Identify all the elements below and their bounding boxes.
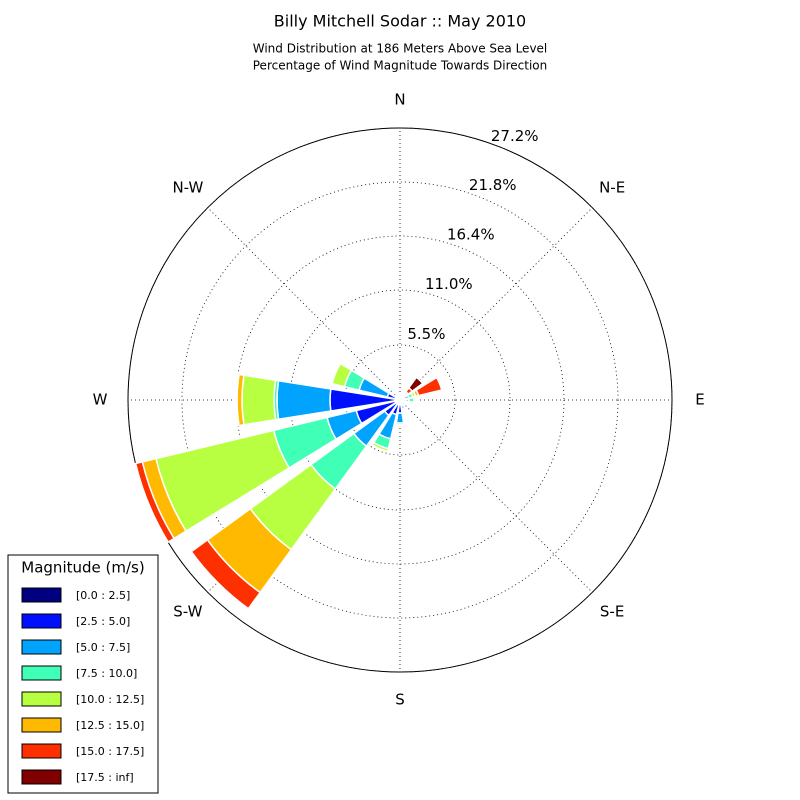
legend-swatch <box>21 743 62 759</box>
r-tick-label: 5.5% <box>407 325 445 343</box>
radial-grid-line <box>181 181 619 619</box>
legend-title: Magnitude (m/s) <box>21 559 144 577</box>
wedge-segment <box>276 379 332 421</box>
wedge-segment <box>190 551 249 610</box>
wedge-segment <box>407 376 424 393</box>
radial-grid-line <box>235 235 565 565</box>
wedge-segment <box>404 401 407 404</box>
wedge-segment <box>241 374 277 426</box>
angular-grid-line <box>207 207 401 401</box>
r-tick-label: 27.2% <box>491 127 539 145</box>
legend-label: [17.5 : inf] <box>76 771 134 784</box>
wedge-segment <box>391 391 395 395</box>
wedge-segment <box>235 374 239 426</box>
chart-title: Billy Mitchell Sodar :: May 2010 <box>274 12 526 31</box>
legend-label: [7.5 : 10.0] <box>76 667 137 680</box>
legend-label: [2.5 : 5.0] <box>76 615 130 628</box>
direction-label: S-E <box>600 603 624 621</box>
radial-grid-line <box>127 127 673 673</box>
chart-subtitle: Wind Distribution at 186 Meters Above Se… <box>253 42 548 56</box>
legend-label: [0.0 : 2.5] <box>76 589 130 602</box>
direction-label: N-E <box>599 178 625 196</box>
wedge-segment <box>395 411 405 424</box>
wedge-segment <box>371 444 388 453</box>
r-tick-label: 21.8% <box>469 176 517 194</box>
legend-swatch <box>21 613 62 629</box>
angular-grid-line <box>399 207 593 401</box>
direction-label: S-W <box>173 603 202 621</box>
direction-label: E <box>695 391 704 409</box>
legend-label: [10.0 : 12.5] <box>76 693 144 706</box>
direction-label: N <box>394 91 405 109</box>
r-tick-label: 16.4% <box>447 226 495 244</box>
legend-swatch <box>21 769 62 785</box>
angular-grid-line <box>399 399 593 593</box>
r-tick-label: 11.0% <box>425 275 473 293</box>
legend-label: [12.5 : 15.0] <box>76 719 144 732</box>
legend-label: [15.0 : 17.5] <box>76 745 144 758</box>
legend-label: [5.0 : 7.5] <box>76 641 130 654</box>
radial-grid-line <box>289 289 511 511</box>
legend-swatch <box>21 665 62 681</box>
legend-swatch <box>21 717 62 733</box>
chart-subtitle: Percentage of Wind Magnitude Towards Dir… <box>253 59 547 73</box>
legend-swatch <box>21 639 62 655</box>
legend-swatch <box>21 587 62 603</box>
direction-label: W <box>93 391 108 409</box>
legend-swatch <box>21 691 62 707</box>
direction-label: S <box>395 691 405 709</box>
direction-label: N-W <box>172 178 203 196</box>
